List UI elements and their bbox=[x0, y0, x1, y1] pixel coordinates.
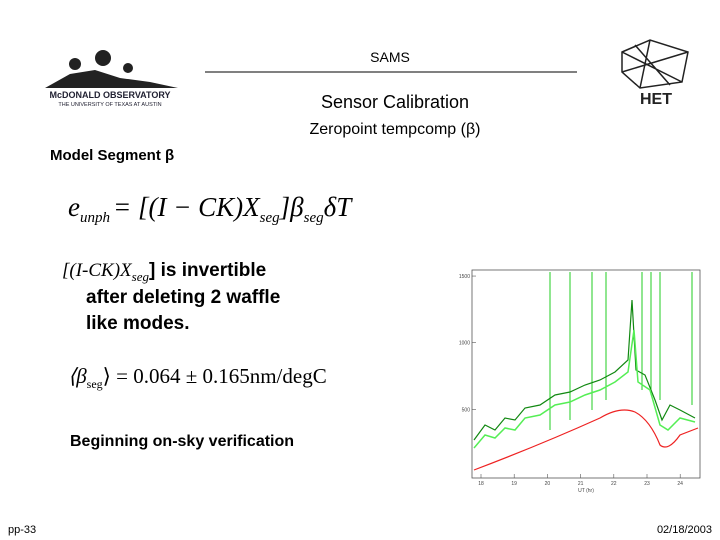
plot-x-tick-label: 18 bbox=[478, 481, 484, 487]
logo-het: HET bbox=[640, 91, 672, 108]
eq-part: ]β bbox=[279, 192, 305, 222]
equation: ⟨βseg⟩ = 0.064 ± 0.165nm/degC bbox=[68, 364, 327, 391]
bullet-line: after deleting 2 waffle bbox=[86, 287, 280, 308]
bullet-sub: seg bbox=[132, 269, 150, 284]
eq-sub: seg bbox=[260, 210, 280, 226]
slide-title: SAMS bbox=[370, 49, 410, 65]
plot-x-tick-label: 24 bbox=[677, 481, 683, 487]
logo-dome bbox=[123, 63, 133, 73]
logo-dome bbox=[95, 50, 111, 66]
eq-part: δT bbox=[324, 192, 354, 222]
equation: eunph = [(I − CK)Xseg]βsegδT bbox=[68, 192, 353, 226]
plot-y-tick-label: 1000 bbox=[459, 341, 470, 347]
het-logo: HET bbox=[621, 39, 689, 108]
eq-sub: unph bbox=[80, 210, 110, 226]
plot-x-tick-label: 23 bbox=[644, 481, 650, 487]
mcdonald-logo: McDONALD OBSERVATORY THE UNIVERSITY OF T… bbox=[45, 50, 178, 108]
logo-subtitle: THE UNIVERSITY OF TEXAS AT AUSTIN bbox=[58, 102, 161, 108]
plot-y-tick-label: 500 bbox=[462, 407, 471, 413]
logo-truss bbox=[621, 39, 689, 89]
footer-right: 02/18/2003 bbox=[657, 524, 712, 536]
eq-part: ⟩ = 0.064 ± 0.165nm/degC bbox=[103, 364, 327, 388]
plot-frame bbox=[471, 269, 701, 479]
note: Beginning on-sky verification bbox=[70, 433, 294, 450]
bullet-line: [(I-CK)Xseg] is invertible bbox=[62, 260, 266, 284]
plot-curve bbox=[473, 329, 696, 449]
eq-part: e bbox=[68, 192, 80, 222]
plot-spikes bbox=[549, 272, 693, 430]
subheading: Zeropoint tempcomp (β) bbox=[309, 121, 480, 138]
plot-x-tick-label: 20 bbox=[545, 481, 551, 487]
section-label: Model Segment β bbox=[50, 147, 174, 164]
plot-x-tick-label: 19 bbox=[511, 481, 517, 487]
eq-part: ⟨β bbox=[68, 364, 87, 388]
plot-x-tick-label: 22 bbox=[611, 481, 617, 487]
bullet-part: [(I-CK)X bbox=[62, 260, 133, 281]
plot-curve bbox=[473, 299, 696, 441]
logo-name: McDONALD OBSERVATORY bbox=[49, 90, 170, 100]
plot-y-tick-label: 1500 bbox=[459, 274, 470, 280]
bullet-part: ] is invertible bbox=[149, 260, 266, 281]
logo-mountain bbox=[45, 70, 178, 88]
bullet-line: like modes. bbox=[86, 313, 190, 334]
plot-x-tick-label: 21 bbox=[578, 481, 584, 487]
plot-curve bbox=[473, 409, 699, 471]
eq-sub: seg bbox=[304, 210, 324, 226]
logo-dome bbox=[69, 58, 81, 70]
plot: 1500 1000 500 18 19 20 21 22 23 24 UT (hr) bbox=[459, 269, 701, 494]
heading: Sensor Calibration bbox=[321, 92, 469, 112]
eq-sub: seg bbox=[87, 377, 103, 391]
plot-x-label: UT (hr) bbox=[578, 488, 594, 494]
footer-left: pp-33 bbox=[8, 524, 36, 536]
eq-part: = [(I − CK)X bbox=[113, 192, 261, 222]
